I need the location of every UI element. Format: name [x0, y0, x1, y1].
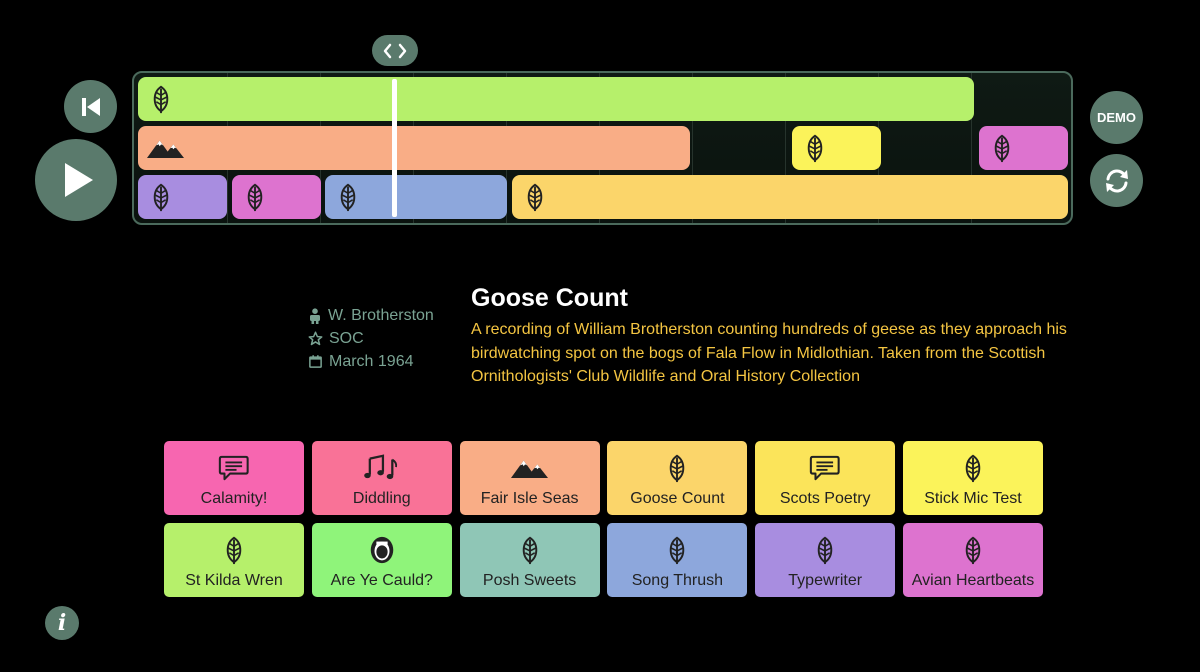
sound-tile-label: Posh Sweets	[482, 571, 577, 589]
sound-tile-are-ye-cauld[interactable]: Are Ye Cauld?	[311, 522, 452, 597]
timeline-grid-line	[692, 73, 693, 223]
sound-tile-label: Stick Mic Test	[924, 490, 1022, 507]
leaf-icon	[240, 182, 270, 212]
mountains-icon	[146, 137, 185, 160]
sound-tile-label: Are Ye Cauld?	[330, 571, 433, 589]
recording-description: A recording of William Brotherston count…	[471, 321, 1067, 385]
sound-tile-fair-isle-seas[interactable]: Fair Isle Seas	[459, 441, 600, 515]
leaf-icon	[520, 182, 550, 212]
skip-to-start-button[interactable]	[64, 80, 117, 133]
demo-label: DEMO	[1097, 110, 1136, 125]
sound-tile-label: Scots Poetry	[779, 490, 871, 507]
recording-meta: W. Brotherston SOC March 1964	[308, 304, 434, 373]
leaf-icon	[662, 532, 692, 568]
recording-title: Goose Count	[471, 284, 628, 312]
leaf-icon	[958, 532, 988, 568]
speech-bubble-icon	[218, 450, 250, 486]
leaf-icon	[958, 450, 988, 486]
timeline-scroll-handle[interactable]	[372, 35, 418, 66]
meta-author-row: W. Brotherston	[308, 304, 434, 327]
star-icon	[308, 331, 323, 346]
playhead[interactable]	[392, 79, 397, 217]
timeline-clip-row2-2[interactable]	[792, 126, 881, 170]
info-icon: i	[57, 610, 67, 636]
timeline-grid-line	[785, 73, 786, 223]
sound-tile-scots-poetry[interactable]: Scots Poetry	[755, 441, 896, 515]
demo-button[interactable]: DEMO	[1090, 91, 1143, 144]
sound-tile-goose-count[interactable]: Goose Count	[607, 441, 748, 515]
sound-tile-calamity[interactable]: Calamity!	[164, 441, 304, 515]
leaf-icon	[333, 182, 363, 212]
sound-tile-label: Fair Isle Seas	[480, 490, 579, 507]
sound-tile-label: Goose Count	[630, 490, 725, 507]
speech-bubble-icon	[809, 450, 841, 486]
timeline[interactable]	[132, 71, 1073, 225]
chevrons-left-right-icon	[383, 43, 407, 58]
music-notes-icon	[363, 450, 400, 486]
sound-tile-label: Avian Heartbeats	[911, 571, 1035, 589]
play-icon	[65, 163, 93, 197]
meta-date-row: March 1964	[308, 350, 434, 373]
timeline-clip-row3-1[interactable]	[138, 175, 227, 219]
sound-tile-stick-mic-test[interactable]: Stick Mic Test	[903, 441, 1043, 515]
leaf-icon	[146, 84, 176, 114]
sound-tile-diddling[interactable]: Diddling	[311, 441, 452, 515]
timeline-clip-row2-3[interactable]	[979, 126, 1068, 170]
sound-tile-label: Calamity!	[200, 490, 268, 507]
leaf-icon	[987, 133, 1017, 163]
calendar-icon	[309, 355, 322, 368]
info-button[interactable]: i	[45, 606, 79, 640]
sound-tile-label: Typewriter	[788, 571, 863, 589]
sound-tile-typewriter[interactable]: Typewriter	[755, 522, 896, 597]
timeline-clip-row3-2[interactable]	[232, 175, 321, 219]
meta-collection: SOC	[329, 329, 364, 347]
person-icon	[310, 307, 320, 324]
timeline-grid-line	[971, 73, 972, 223]
sound-tile-avian-heartbeats[interactable]: Avian Heartbeats	[903, 522, 1043, 597]
leaf-icon	[800, 133, 830, 163]
timeline-clip-row1-1[interactable]	[138, 77, 974, 121]
sound-tile-posh-sweets[interactable]: Posh Sweets	[459, 522, 600, 597]
timeline-clip-row2-1[interactable]	[138, 126, 690, 170]
leaf-icon	[515, 532, 545, 568]
singing-mouth-icon	[367, 532, 397, 568]
meta-author: W. Brotherston	[328, 306, 434, 324]
sound-tile-label: Diddling	[352, 490, 411, 507]
meta-date: March 1964	[329, 352, 414, 370]
play-button[interactable]	[35, 139, 117, 221]
timeline-clip-row3-4[interactable]	[512, 175, 1068, 219]
leaf-icon	[219, 532, 249, 568]
sound-tile-song-thrush[interactable]: Song Thrush	[607, 522, 748, 597]
sound-tile-label: Song Thrush	[631, 571, 724, 589]
sound-tile-label: St Kilda Wren	[185, 571, 283, 589]
mountains-icon	[510, 450, 549, 486]
skip-back-icon	[81, 97, 100, 116]
leaf-icon	[810, 532, 840, 568]
loop-button[interactable]	[1090, 154, 1143, 207]
meta-collection-row: SOC	[308, 327, 434, 350]
leaf-icon	[662, 450, 692, 486]
sound-tile-st-kilda-wren[interactable]: St Kilda Wren	[164, 522, 304, 597]
refresh-icon	[1105, 169, 1128, 192]
leaf-icon	[146, 182, 176, 212]
timeline-clip-row3-3[interactable]	[325, 175, 507, 219]
